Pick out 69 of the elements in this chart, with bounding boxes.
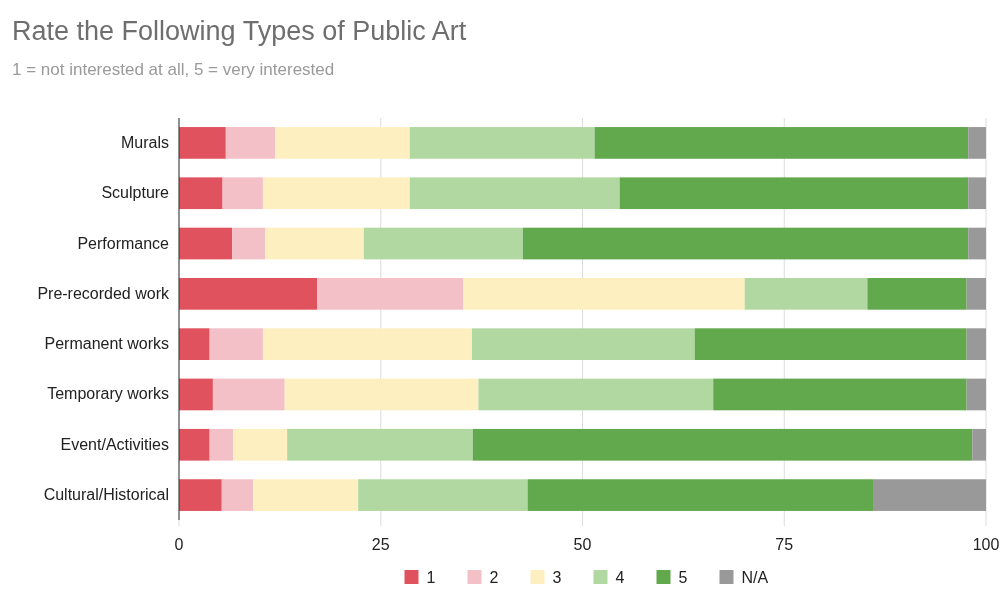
bar: [744, 278, 868, 310]
chart-subtitle: 1 = not interested at all, 5 = very interested: [12, 60, 335, 79]
bar: [253, 479, 359, 511]
bar: [713, 378, 967, 411]
x-tick-label: 100: [972, 536, 1000, 553]
bar: [179, 378, 213, 411]
bar: [209, 328, 263, 361]
bar: [275, 127, 410, 159]
bar: [317, 278, 464, 310]
bar: [527, 479, 874, 511]
bar: [262, 177, 410, 210]
bar: [265, 227, 364, 260]
bar: [179, 428, 210, 461]
bar: [209, 428, 234, 461]
bar: [972, 428, 986, 461]
bar: [363, 227, 523, 260]
bar: [233, 428, 288, 461]
x-tick-label: 50: [573, 536, 592, 553]
x-tick-label: 75: [775, 536, 794, 553]
bar: [222, 177, 263, 210]
y-tick-label: Permanent works: [44, 335, 169, 353]
bar: [867, 278, 967, 310]
bar: [409, 127, 595, 159]
bar: [179, 227, 233, 260]
bar: [694, 328, 967, 361]
bar: [478, 378, 714, 411]
bar: [968, 177, 986, 210]
legend-label: 3: [552, 569, 562, 586]
bar: [966, 328, 986, 361]
bar: [409, 177, 620, 210]
chart-title: Rate the Following Types of Public Art: [12, 16, 467, 46]
bar: [179, 479, 222, 511]
bar: [225, 127, 276, 159]
y-tick-label: Sculpture: [101, 184, 170, 202]
bar: [179, 127, 226, 159]
legend-label: N/A: [741, 569, 769, 586]
legend-label: 2: [489, 569, 499, 586]
bar: [873, 479, 986, 511]
y-tick-label: Pre-recorded work: [37, 284, 170, 302]
bar: [358, 479, 528, 511]
bar: [522, 227, 969, 260]
x-tick-label: 25: [371, 536, 390, 553]
legend-label: 1: [426, 569, 436, 586]
legend-label: 4: [615, 569, 625, 586]
bar: [594, 127, 969, 159]
bar: [966, 378, 986, 411]
y-tick-label: Temporary works: [47, 385, 169, 403]
bar: [472, 428, 973, 461]
x-tick-label: 0: [174, 536, 184, 553]
bar: [968, 227, 986, 260]
legend-label: 5: [678, 569, 688, 586]
bar: [471, 328, 695, 361]
bar: [232, 227, 266, 260]
bar: [619, 177, 969, 210]
bar: [179, 278, 317, 310]
y-tick-label: Murals: [120, 133, 169, 151]
bar: [179, 328, 210, 361]
bar: [463, 278, 745, 310]
bar: [287, 428, 473, 461]
y-tick-label: Cultural/Historical: [43, 486, 169, 504]
bar: [968, 127, 986, 159]
bar: [221, 479, 254, 511]
bar: [284, 378, 479, 411]
bar: [262, 328, 472, 361]
bar: [966, 278, 986, 310]
bar: [179, 177, 223, 210]
y-tick-label: Event/Activities: [60, 435, 169, 453]
y-tick-label: Performance: [77, 234, 170, 252]
bar: [212, 378, 285, 411]
